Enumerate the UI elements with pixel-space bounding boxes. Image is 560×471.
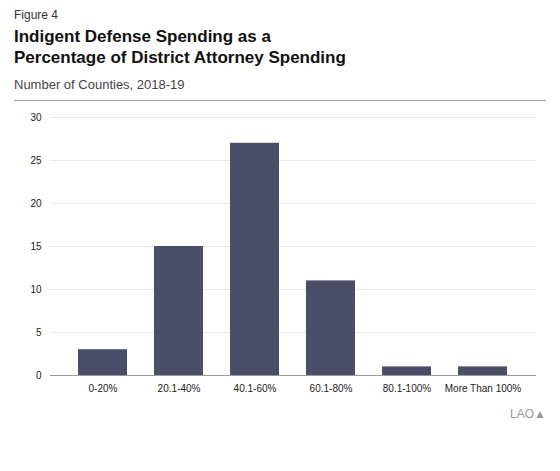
svg-text:20.1-40%: 20.1-40% [158,382,201,393]
svg-text:0-20%: 0-20% [89,382,118,393]
svg-text:60.1-80%: 60.1-80% [310,382,353,393]
svg-text:40.1-60%: 40.1-60% [234,382,277,393]
svg-text:80.1-100%: 80.1-100% [383,382,431,393]
html-text:Indigent Defense Spending as a: Indigent Defense Spending as a Percentag… [14,27,346,68]
svg-text:0: 0 [36,369,42,380]
svg-text:15: 15 [30,240,42,251]
html-text:Figure 4: Figure 4 [14,8,58,22]
svg-text:20: 20 [30,197,42,208]
svg-text:More Than 100%: More Than 100% [445,382,522,393]
svg-text:10: 10 [30,283,42,294]
html-text:LAO▲: LAO▲ [510,406,546,421]
svg-text:5: 5 [36,326,42,337]
svg-text:25: 25 [30,154,42,165]
html-text:Number of Counties, 2018-19: Number of Counties, 2018-19 [14,76,185,92]
svg-text:30: 30 [30,111,42,122]
